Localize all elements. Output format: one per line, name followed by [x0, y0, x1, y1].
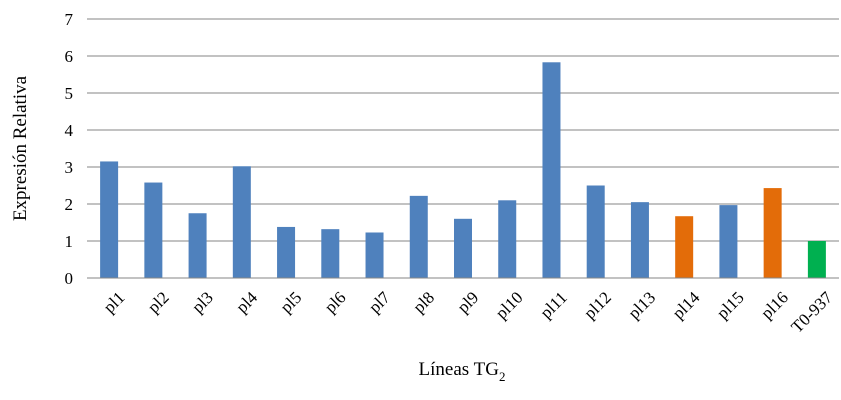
- x-tick-label: pl5: [277, 288, 306, 317]
- y-tick-label: 3: [65, 158, 74, 177]
- bar-pl4: [232, 166, 251, 278]
- x-tick-label: pl9: [454, 288, 483, 317]
- x-tick-label: pl15: [713, 288, 748, 323]
- x-tick-label: pl2: [144, 288, 173, 317]
- x-tick-label: pl13: [624, 288, 659, 323]
- bar-pl15: [719, 205, 738, 278]
- x-tick-label: pl1: [100, 288, 129, 317]
- x-tick-label: pl4: [232, 288, 261, 317]
- bar-pl1: [100, 161, 119, 278]
- x-tick-label: pl8: [409, 288, 438, 317]
- bar-pl5: [277, 226, 296, 278]
- x-axis-title-main: Líneas TG: [419, 359, 500, 380]
- bar-pl8: [409, 195, 428, 278]
- y-tick-label: 5: [65, 84, 74, 103]
- x-tick-label: pl10: [492, 288, 527, 323]
- x-tick-label: pl6: [321, 288, 350, 317]
- gridlines: [87, 18, 839, 242]
- y-tick-labels: 0 1 2 3 4 5 6 7: [65, 10, 74, 288]
- bars: [100, 62, 826, 278]
- y-tick-label: 4: [65, 121, 74, 140]
- x-tick-label: pl14: [669, 288, 704, 323]
- y-tick-label: 6: [65, 47, 74, 66]
- bar-pl3: [188, 213, 207, 278]
- bar-pl2: [144, 182, 163, 278]
- bar-pl7: [365, 232, 384, 278]
- bar-pl10: [498, 200, 517, 278]
- x-axis-title: Líneas TG2: [419, 359, 506, 384]
- x-tick-label: pl16: [757, 288, 792, 323]
- bar-pl12: [586, 185, 605, 278]
- bar-pl6: [321, 229, 340, 278]
- x-axis-title-subscript: 2: [499, 369, 506, 384]
- bar-T0-937: [807, 241, 826, 278]
- x-tick-label: T0-937: [787, 288, 836, 337]
- y-tick-label: 7: [65, 10, 74, 29]
- x-tick-label: pl12: [580, 288, 615, 323]
- y-tick-label: 1: [65, 232, 74, 251]
- bar-pl14: [675, 216, 694, 278]
- bar-pl13: [630, 202, 649, 278]
- y-axis-title: Expresión Relativa: [10, 75, 31, 221]
- y-tick-label: 2: [65, 195, 74, 214]
- y-tick-label: 0: [65, 269, 74, 288]
- x-tick-label: pl7: [365, 288, 394, 317]
- bar-pl16: [763, 188, 782, 278]
- x-tick-labels: pl1 pl2 pl3 pl4 pl5 pl6 pl7 pl8 pl9 pl10 pl11 pl12 p…: [100, 288, 837, 337]
- bar-pl11: [542, 62, 561, 278]
- bar-pl9: [454, 218, 472, 278]
- x-tick-label: pl11: [536, 288, 570, 322]
- x-tick-label: pl3: [188, 288, 217, 317]
